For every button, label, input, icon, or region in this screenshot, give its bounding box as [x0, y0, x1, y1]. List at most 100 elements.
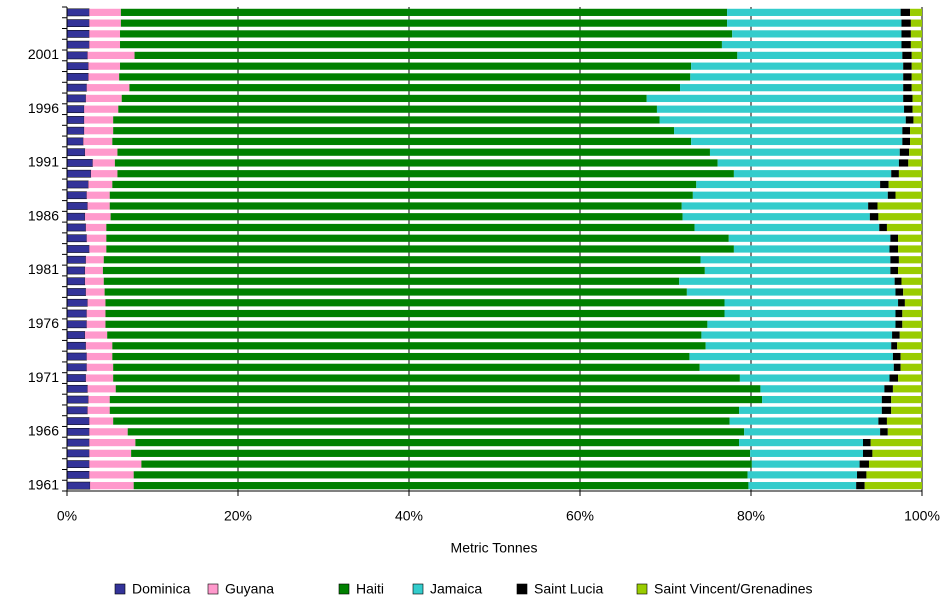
- bar-segment: [66, 384, 88, 393]
- bar-segment: [66, 126, 85, 135]
- legend-label: Jamaica: [430, 581, 482, 597]
- bar-segment: [866, 471, 922, 479]
- bar-segment: [903, 94, 913, 103]
- bar-segment: [105, 299, 725, 307]
- bar-segment: [66, 62, 89, 71]
- bar-segment: [904, 299, 922, 307]
- bar-segment: [889, 374, 899, 382]
- bar-segment: [748, 482, 857, 490]
- bar-segment: [910, 127, 922, 135]
- bar-segment: [66, 288, 87, 296]
- bar-segment: [107, 331, 702, 339]
- bar-segment: [864, 482, 922, 490]
- bar-segment: [880, 180, 889, 189]
- bar-segment: [696, 180, 881, 189]
- bar-segment: [86, 363, 114, 371]
- bar-segment: [682, 213, 870, 221]
- bar-segment: [86, 234, 107, 242]
- bar-segment: [911, 73, 922, 81]
- bar-segment: [656, 105, 905, 113]
- bar-segment: [744, 428, 881, 436]
- bar-segment: [729, 417, 879, 425]
- bar-segment: [762, 395, 882, 404]
- bar-segment: [895, 191, 922, 199]
- bar-segment: [106, 223, 695, 232]
- bar-segment: [109, 202, 682, 210]
- bar-segment: [912, 105, 922, 113]
- bar-segment: [900, 8, 911, 16]
- bar-segment: [737, 51, 903, 59]
- y-tick-label: 1971: [28, 369, 59, 385]
- bar-segment: [691, 62, 904, 70]
- bar-segment: [868, 460, 922, 468]
- bar-segment: [86, 352, 113, 361]
- bar-segment: [141, 460, 752, 468]
- x-tick-label: 80%: [737, 508, 765, 524]
- bar-segment: [689, 352, 893, 361]
- bar-segment: [733, 245, 890, 253]
- x-tick-label: 40%: [395, 508, 423, 524]
- bar-segment: [694, 223, 880, 232]
- bar-segment: [910, 19, 922, 27]
- y-tick-label: 1981: [28, 261, 59, 277]
- bar-segment: [66, 51, 88, 60]
- legend-marker: [516, 583, 528, 595]
- bar-segment: [66, 30, 90, 38]
- bar-segment: [102, 266, 705, 275]
- bar-segment: [739, 406, 882, 414]
- bar-segment: [727, 8, 901, 16]
- bar-segment: [868, 202, 878, 210]
- bar-segment: [84, 266, 103, 275]
- bar-segment: [902, 51, 912, 59]
- bar-segment: [85, 288, 105, 296]
- legend-marker: [338, 583, 350, 595]
- bar-segment: [911, 62, 922, 70]
- bar-segment: [701, 331, 893, 339]
- bar-segment: [66, 148, 86, 157]
- bar-segment: [104, 288, 687, 296]
- bar-segment: [903, 73, 912, 81]
- bar-segment: [66, 331, 86, 339]
- bar-segment: [90, 482, 134, 490]
- bar-segment: [66, 73, 89, 81]
- bar-segment: [89, 245, 107, 253]
- bar-segment: [103, 277, 680, 285]
- bar-segment: [901, 277, 922, 285]
- bar-segment: [66, 180, 89, 189]
- bar-segment: [888, 180, 922, 189]
- bar-segment: [113, 116, 660, 124]
- bar-segment: [112, 342, 706, 350]
- bar-segment: [66, 8, 90, 17]
- bar-segment: [66, 105, 85, 114]
- bar-segment: [129, 84, 681, 92]
- bar-segment: [691, 137, 903, 146]
- legend-marker: [114, 583, 126, 595]
- bar-segment: [134, 51, 738, 59]
- bar-segment: [903, 84, 912, 92]
- bar-segment: [910, 8, 922, 16]
- bar-segment: [910, 30, 922, 38]
- y-tick-label: 1976: [28, 315, 59, 331]
- bar-segment: [897, 342, 922, 350]
- bar-segment: [86, 320, 106, 328]
- bar-segment: [911, 84, 922, 92]
- legend-marker: [207, 583, 219, 595]
- bar-segment: [727, 19, 902, 27]
- bar-segment: [66, 460, 90, 468]
- bar-segment: [898, 374, 922, 382]
- bar-segment: [886, 417, 922, 425]
- bar-segment: [66, 363, 87, 372]
- bar-segment: [880, 428, 888, 436]
- bar-segment: [66, 449, 90, 458]
- bar-segment: [66, 298, 88, 307]
- bar-segment: [106, 245, 734, 253]
- x-tick-label: 20%: [224, 508, 252, 524]
- bar-segment: [728, 234, 891, 242]
- bar-segment: [66, 191, 87, 200]
- bar-segment: [892, 385, 922, 393]
- bar-segment: [878, 417, 887, 425]
- bar-segment: [659, 116, 906, 124]
- x-tick-label: 100%: [904, 508, 940, 524]
- bar-segment: [717, 159, 899, 167]
- bar-segment: [870, 439, 922, 447]
